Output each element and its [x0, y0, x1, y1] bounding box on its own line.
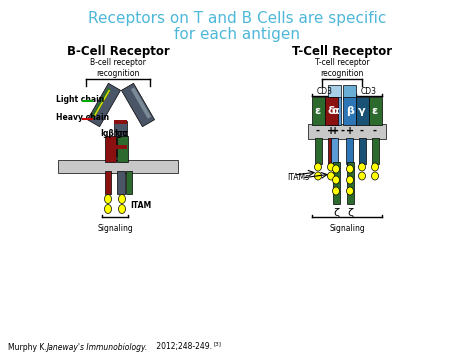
Ellipse shape — [332, 187, 339, 195]
Polygon shape — [115, 131, 128, 143]
Text: γ: γ — [358, 106, 366, 116]
Bar — [308, 124, 386, 139]
Text: Heavy chain: Heavy chain — [56, 112, 109, 121]
Ellipse shape — [328, 163, 335, 171]
Text: CD3: CD3 — [317, 87, 333, 95]
Text: ε: ε — [372, 106, 378, 116]
Ellipse shape — [358, 163, 365, 171]
Ellipse shape — [104, 195, 111, 204]
Text: T-cell receptor
recognition: T-cell receptor recognition — [315, 57, 369, 78]
Bar — [105, 171, 111, 194]
Text: Signaling: Signaling — [329, 224, 365, 233]
Ellipse shape — [332, 176, 339, 184]
Polygon shape — [91, 87, 111, 119]
Bar — [343, 85, 356, 99]
Text: -: - — [373, 126, 377, 136]
Polygon shape — [87, 83, 120, 127]
Bar — [328, 85, 341, 99]
Text: for each antigen: for each antigen — [174, 28, 300, 42]
Text: Signaling: Signaling — [97, 224, 133, 233]
Polygon shape — [131, 87, 151, 119]
Polygon shape — [115, 120, 128, 124]
Bar — [315, 138, 322, 164]
Text: -: - — [360, 126, 364, 136]
Text: Igβ: Igβ — [100, 130, 114, 139]
Ellipse shape — [332, 165, 339, 173]
Bar — [343, 97, 356, 125]
Bar — [333, 162, 340, 204]
Polygon shape — [115, 144, 128, 156]
Bar — [328, 138, 335, 164]
Text: Janeway's Immunobiology.: Janeway's Immunobiology. — [46, 342, 147, 351]
Text: B-cell receptor
recognition: B-cell receptor recognition — [90, 57, 146, 78]
Text: α: α — [331, 106, 339, 116]
Bar — [312, 97, 325, 125]
Text: +: + — [327, 126, 335, 136]
Bar — [356, 97, 369, 125]
Bar — [328, 97, 341, 125]
Ellipse shape — [315, 172, 321, 180]
Ellipse shape — [328, 172, 335, 180]
Text: δ: δ — [327, 106, 335, 116]
Text: T-Cell Receptor: T-Cell Receptor — [292, 45, 392, 57]
Text: Receptors on T and B Cells are specific: Receptors on T and B Cells are specific — [88, 11, 386, 27]
Bar — [58, 160, 178, 173]
Text: ζ: ζ — [333, 208, 339, 218]
Text: -: - — [316, 126, 320, 136]
Text: CD3: CD3 — [361, 87, 377, 95]
Polygon shape — [121, 83, 155, 127]
Text: [3]: [3] — [214, 341, 222, 346]
Ellipse shape — [104, 205, 111, 214]
Bar — [117, 136, 128, 162]
Bar — [126, 171, 132, 194]
Text: +: + — [331, 126, 339, 136]
Text: β: β — [346, 106, 354, 116]
Ellipse shape — [358, 172, 365, 180]
Text: -: - — [341, 126, 345, 136]
Text: ε: ε — [315, 106, 321, 116]
Text: Igα: Igα — [114, 130, 128, 139]
Text: ITAM: ITAM — [130, 201, 151, 210]
Polygon shape — [115, 145, 128, 149]
Bar — [346, 138, 353, 164]
Text: 2012;248-249.: 2012;248-249. — [154, 342, 212, 351]
Polygon shape — [94, 90, 110, 116]
Polygon shape — [115, 121, 128, 131]
Bar — [372, 138, 379, 164]
Bar — [359, 138, 366, 164]
Text: ITAMs: ITAMs — [287, 173, 309, 182]
Ellipse shape — [315, 163, 321, 171]
Bar — [325, 97, 338, 125]
Text: B-Cell Receptor: B-Cell Receptor — [67, 45, 169, 57]
Bar — [369, 97, 382, 125]
Ellipse shape — [372, 172, 379, 180]
Ellipse shape — [372, 163, 379, 171]
Bar — [347, 162, 354, 204]
Ellipse shape — [118, 205, 126, 214]
Ellipse shape — [346, 176, 354, 184]
Text: Light chain: Light chain — [56, 94, 104, 103]
Bar — [117, 171, 125, 194]
Bar — [331, 138, 338, 164]
Ellipse shape — [346, 165, 354, 173]
Text: ζ: ζ — [347, 208, 353, 218]
Text: +: + — [346, 126, 354, 136]
Ellipse shape — [346, 187, 354, 195]
Ellipse shape — [118, 195, 126, 204]
Bar — [105, 136, 116, 162]
Text: -: - — [333, 126, 337, 136]
Text: Murphy K.: Murphy K. — [8, 342, 49, 351]
